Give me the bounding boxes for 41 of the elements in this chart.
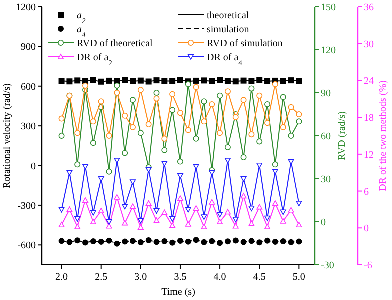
y2-tick-label: 60 xyxy=(321,132,331,142)
y3-tick-label: 6 xyxy=(364,186,369,198)
y2-tick-label: 120 xyxy=(321,46,336,56)
y3-tick-label: 24 xyxy=(364,76,374,88)
legend-label: RVD of simulation xyxy=(207,38,283,50)
y-tick-label: -600 xyxy=(18,240,36,252)
legend-label: theoretical xyxy=(207,10,250,22)
y3-tick-label: 0 xyxy=(364,224,369,235)
y3-tick-label: 18 xyxy=(364,113,374,124)
y-tick-label: 300 xyxy=(21,122,36,133)
x-tick-label: 5.0 xyxy=(292,272,306,283)
y2-axis-title: RVD (rad/s) xyxy=(337,112,348,160)
x-tick-label: 3.5 xyxy=(174,272,187,283)
x-tick-label: 4.5 xyxy=(253,272,266,283)
y3-tick-label: -6 xyxy=(364,260,372,272)
y-tick-label: 0 xyxy=(31,161,36,172)
legend-label: RVD of theoretical xyxy=(77,38,154,50)
y2-tick-label: -30 xyxy=(321,260,334,272)
y-tick-label: -300 xyxy=(18,200,36,212)
x-tick-label: 4.0 xyxy=(214,272,226,283)
y3-tick-label: 30 xyxy=(364,39,374,50)
y-tick-label: 600 xyxy=(21,82,36,93)
y3-tick-label: 12 xyxy=(364,150,374,161)
legend-label: DR of a$_{4}$ xyxy=(207,52,243,67)
legend-label: a$_{4}$ xyxy=(77,24,86,39)
y2-tick-label: 30 xyxy=(321,174,331,186)
legend-label: simulation xyxy=(207,24,250,36)
y-axis-title: Rotational velocity (rad/s) xyxy=(2,84,13,188)
legend-label: a$_{2}$ xyxy=(77,10,86,25)
x-axis-title: Time (s) xyxy=(162,287,196,298)
y3-tick-label: 36 xyxy=(364,2,374,14)
y-tick-label: 900 xyxy=(21,42,36,54)
y-tick-label: 1200 xyxy=(16,2,36,14)
y2-tick-label: 0 xyxy=(321,218,326,228)
y2-tick-label: 150 xyxy=(321,2,336,14)
x-tick-label: 2.5 xyxy=(95,272,108,283)
x-tick-label: 3.0 xyxy=(134,272,148,283)
legend-label: DR of a$_{2}$ xyxy=(77,52,113,67)
x-tick-label: 2.0 xyxy=(56,272,68,283)
y2-tick-label: 90 xyxy=(321,88,331,100)
y3-axis-title: DR of the two methods (%) xyxy=(378,80,389,192)
